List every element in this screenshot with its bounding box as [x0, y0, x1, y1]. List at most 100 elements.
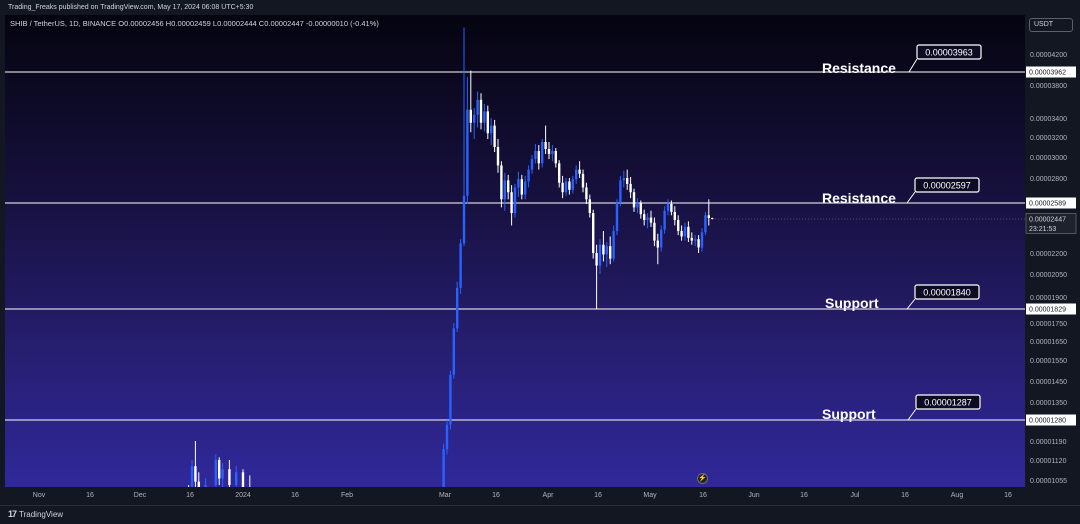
candle	[619, 175, 622, 207]
candle-body	[554, 151, 557, 164]
candle	[513, 183, 517, 218]
y-tick-label: 0.00001650	[1030, 339, 1067, 346]
candle	[649, 210, 653, 227]
candle	[537, 145, 540, 170]
candle-body	[449, 374, 452, 425]
candle	[500, 161, 503, 208]
price-label: 0.00001280	[1029, 418, 1066, 425]
callout-box[interactable]	[914, 284, 980, 300]
candle	[585, 182, 588, 205]
candle-body	[469, 109, 472, 123]
y-tick-label: 0.00003200	[1030, 135, 1067, 142]
candle	[483, 103, 486, 132]
candle	[605, 241, 608, 267]
y-tick-label: 0.00004200	[1030, 52, 1067, 59]
candle-body	[673, 211, 676, 220]
x-tick-label: Nov	[33, 492, 46, 499]
candle-body	[456, 287, 459, 329]
callout-box[interactable]	[916, 44, 982, 60]
candle	[704, 211, 707, 236]
candle-body	[646, 217, 649, 220]
candle-body	[660, 229, 663, 248]
candle	[690, 232, 693, 245]
candle-body	[530, 159, 534, 170]
candle	[598, 239, 602, 274]
candle-body	[564, 181, 568, 193]
candle	[456, 281, 459, 332]
candle	[476, 91, 479, 128]
x-tick-label: 16	[901, 492, 909, 499]
candle-body	[510, 192, 513, 214]
candle-body	[595, 253, 598, 266]
candle-body	[666, 204, 670, 211]
lightning-icon[interactable]: ⚡	[697, 473, 708, 484]
y-tick-label: 0.00001750	[1030, 321, 1067, 328]
candle	[214, 454, 217, 487]
candle-body	[551, 151, 554, 154]
x-tick-label: Aug	[951, 492, 964, 499]
y-tick-label: 0.00001055	[1030, 478, 1067, 485]
candle-body	[619, 180, 622, 203]
y-tick-label: 0.00003000	[1030, 155, 1067, 162]
candle-body	[697, 239, 700, 248]
candle-body	[656, 240, 659, 248]
candle	[520, 174, 523, 200]
candle-body	[503, 180, 506, 200]
candle	[493, 119, 496, 152]
candle	[697, 235, 700, 253]
x-tick-label: 16	[1004, 492, 1012, 499]
candle	[194, 441, 197, 487]
y-tick-label: 0.00002050	[1030, 272, 1067, 279]
x-tick-label: Jun	[748, 492, 759, 499]
candle-body	[221, 469, 224, 479]
candle	[592, 209, 595, 259]
candle	[612, 225, 615, 262]
level-label: Support	[825, 295, 879, 311]
candle-body	[711, 217, 714, 219]
candle-body	[612, 230, 615, 259]
candle-body	[547, 149, 551, 154]
candle-body	[622, 178, 625, 181]
candle-body	[486, 111, 489, 134]
x-tick-label: 16	[492, 492, 500, 499]
chart-pane[interactable]: Resistance 0.00003963 Resistance 0.00002597…	[5, 15, 1025, 487]
candle	[666, 199, 670, 216]
candle	[524, 175, 527, 200]
candle	[228, 460, 231, 487]
candle-body	[524, 181, 527, 195]
candle	[622, 170, 625, 188]
callout-box[interactable]	[914, 177, 980, 193]
candle	[626, 169, 629, 190]
candle-body	[588, 199, 591, 214]
x-tick-label: 16	[800, 492, 808, 499]
currency-button[interactable]: USDT	[1029, 18, 1073, 32]
candle	[469, 70, 472, 133]
y-tick-label: 0.00003400	[1030, 116, 1067, 123]
candle	[639, 200, 642, 219]
candle	[452, 323, 455, 379]
candle	[687, 221, 690, 242]
candle	[581, 169, 585, 193]
candle	[466, 76, 469, 205]
symbol-ohlc-legend: SHIB / TetherUS, 1D, BINANCE O0.00002456…	[10, 19, 379, 28]
candle	[568, 178, 571, 195]
price-axis[interactable]: 0.00004200 0.00003800 0.00003400 0.00003200…	[1025, 15, 1080, 487]
candle-body	[694, 239, 697, 241]
candle-body	[241, 472, 245, 487]
candle-body	[517, 179, 520, 188]
x-tick-label: 16	[291, 492, 299, 499]
candle	[609, 236, 612, 265]
tradingview-logo-icon: 17	[8, 509, 17, 519]
price-label: 0.00001829	[1029, 307, 1066, 314]
tradingview-logo[interactable]: 17 TradingView	[8, 509, 63, 519]
callout-box[interactable]	[915, 394, 981, 410]
candle-body	[507, 180, 510, 193]
candlestick-chart[interactable]: Resistance 0.00003963 Resistance 0.00002597…	[5, 15, 1025, 487]
candle-body	[670, 204, 673, 212]
time-axis[interactable]: Nov 16 Dec 16 2024 16 Feb Mar 16 Apr 16 May 16 Jun 16 J…	[5, 487, 1025, 503]
candle	[677, 215, 680, 236]
candle-body	[214, 460, 217, 485]
candle-body	[602, 244, 605, 255]
y-tick-label: 0.00001450	[1030, 379, 1067, 386]
candle-body	[690, 237, 693, 241]
